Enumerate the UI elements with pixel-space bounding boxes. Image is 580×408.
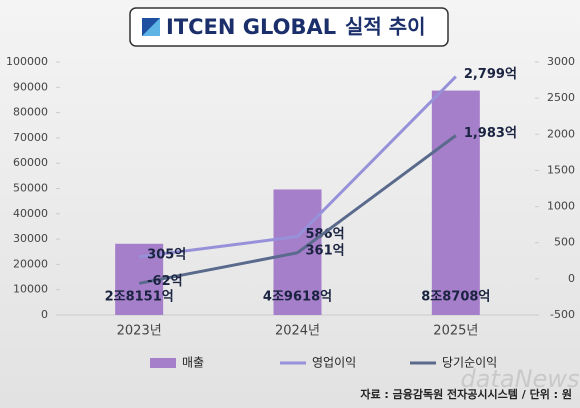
bar: [431, 90, 480, 316]
line: [138, 75, 457, 259]
line: [138, 134, 457, 285]
title-box: [129, 7, 449, 47]
legend-swatch: [150, 358, 176, 368]
source: 자료 : 금융감독원 전자공시시스템 / 단위 : 원: [360, 387, 572, 401]
y-tick-label: 70000: [13, 131, 48, 144]
y-tick-label: 50000: [13, 182, 48, 195]
value-label: 1,983억: [464, 126, 517, 141]
y-tick-label: 40000: [13, 207, 48, 220]
x-tick-label: 2023년: [117, 324, 162, 339]
y2-tick-label: 2000: [547, 127, 575, 140]
x-tick-label: 2025년: [433, 324, 478, 339]
y-tick-label: 60000: [13, 156, 48, 169]
y2-tick-label: -500: [550, 308, 575, 321]
value-label: 8조8708억: [421, 290, 490, 305]
value-label: 4조9618억: [263, 290, 332, 305]
value-label: 586억: [306, 227, 345, 242]
y-tick-label: 90000: [13, 80, 48, 93]
watermark: dataNews: [461, 365, 580, 393]
y2-tick-label: 0: [568, 272, 575, 285]
y2-tick-label: 1500: [547, 163, 575, 176]
legend-label: 매출: [182, 356, 204, 370]
y2-tick-label: 3000: [547, 55, 575, 68]
x-tick-label: 2024년: [275, 324, 320, 339]
y2-tick-label: 1000: [547, 200, 575, 213]
value-label: 2조8151억: [105, 290, 174, 305]
y-tick-label: 30000: [13, 232, 48, 245]
logo-accent: [142, 18, 160, 36]
value-label: 2,799억: [464, 67, 517, 82]
legend-label: 당기순이익: [442, 356, 497, 370]
y-tick-label: 20000: [13, 257, 48, 270]
y-tick-label: 0: [41, 308, 48, 321]
chart-title: 실적 추이: [345, 15, 426, 39]
value-label: 305억: [147, 247, 186, 262]
legend-label: 영업이익: [312, 356, 356, 370]
value-label: 361억: [306, 243, 345, 258]
value-label: -62억: [147, 274, 182, 289]
y2-tick-label: 500: [554, 236, 575, 249]
brand: ITCEN GLOBAL: [166, 15, 336, 39]
y-tick-label: 100000: [6, 55, 48, 68]
y-tick-label: 80000: [13, 106, 48, 119]
y-tick-label: 10000: [13, 283, 48, 296]
y2-tick-label: 2500: [547, 91, 575, 104]
